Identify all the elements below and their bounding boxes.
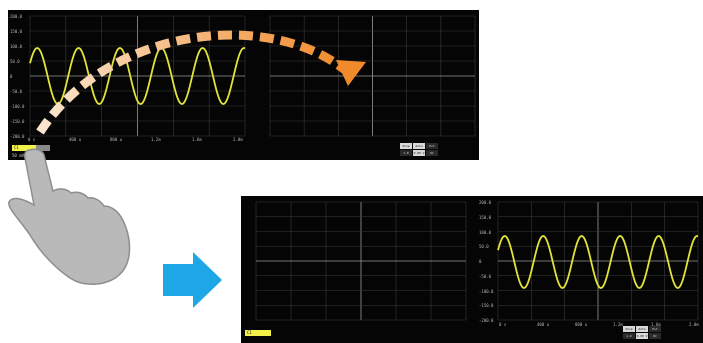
bottom-x-tick-label: 400 u bbox=[537, 322, 550, 327]
right-arrow-icon bbox=[163, 252, 222, 308]
top-x-tick-label: 1.2m bbox=[151, 137, 161, 142]
bottom-y-tick-label: 50.0 bbox=[479, 244, 489, 250]
bottom-x-tick-label: 800 u bbox=[575, 322, 588, 327]
bottom-y-tick-label: -150.0 bbox=[479, 303, 494, 309]
channel-badge-c2[interactable] bbox=[36, 145, 50, 151]
bottom-y-tick-label: -200.0 bbox=[479, 318, 494, 323]
top-y-tick-label: 0 bbox=[10, 74, 13, 79]
top-x-tick-label: 2.0m bbox=[233, 137, 243, 142]
top-x-tick-label: 800 u bbox=[110, 137, 123, 142]
top-y-tick-label: 200.0 bbox=[10, 14, 23, 19]
channel-badge-c1[interactable]: C1 bbox=[245, 330, 271, 336]
status-cell[interactable]: Ext bbox=[649, 326, 661, 332]
status-cell[interactable]: 0.00 V bbox=[413, 150, 425, 156]
pointing-hand-icon[interactable] bbox=[8, 148, 131, 285]
status-cell[interactable]: Auto bbox=[413, 143, 425, 149]
status-cell[interactable]: Stop bbox=[623, 326, 635, 332]
scope-screen-after[interactable]: 200.0 150.0 100.0 50.0 0 -50.0 -100.0 -150.0 -20… bbox=[241, 196, 703, 343]
channel-scale-info: 50 mV bbox=[12, 153, 24, 158]
status-cell[interactable]: 0.00 V bbox=[636, 333, 648, 339]
bottom-y-tick-label: -100.0 bbox=[479, 288, 494, 294]
top-sine-waveform bbox=[29, 47, 246, 105]
top-x-tick-label: 400 u bbox=[69, 137, 82, 142]
top-y-tick-label: -150.0 bbox=[10, 119, 25, 124]
bottom-y-tick-label: -50.0 bbox=[479, 273, 492, 279]
top-waveform-area bbox=[29, 15, 476, 137]
bottom-x-tick-label: 2.0m bbox=[689, 322, 699, 327]
status-panel[interactable]: Stop Auto Ext 1.0 MHz 0.00 V DC bbox=[400, 143, 438, 156]
status-panel[interactable]: Stop Auto Ext 1.0 MHz 0.00 V DC bbox=[623, 326, 661, 339]
status-cell[interactable]: Auto bbox=[636, 326, 648, 332]
bottom-y-tick-label: 150.0 bbox=[479, 214, 492, 220]
status-cell[interactable]: DC bbox=[426, 150, 438, 156]
bottom-y-tick-label: 0 bbox=[479, 259, 482, 264]
bottom-x-tick-label: 1.6m bbox=[651, 322, 661, 327]
top-y-tick-label: -100.0 bbox=[10, 104, 25, 109]
bottom-y-tick-label: 200.0 bbox=[479, 200, 492, 205]
status-cell[interactable]: 1.0 MHz bbox=[623, 333, 635, 339]
top-x-tick-label: 0 s bbox=[28, 137, 36, 142]
bottom-waveform-area bbox=[255, 201, 699, 321]
channel-badge-c1[interactable]: C1 bbox=[12, 145, 38, 151]
top-x-tick-label: 1.6m bbox=[192, 137, 202, 142]
top-y-tick-label: -200.0 bbox=[10, 134, 25, 139]
status-cell[interactable]: Ext bbox=[426, 143, 438, 149]
bottom-x-tick-label: 0 s bbox=[499, 322, 507, 327]
top-y-tick-label: 100.0 bbox=[10, 44, 23, 49]
bottom-sine-waveform bbox=[497, 235, 699, 289]
volts-per-div: 50 mV bbox=[12, 153, 25, 158]
top-y-tick-label: 50.0 bbox=[10, 59, 20, 64]
top-y-tick-label: 150.0 bbox=[10, 29, 23, 34]
bottom-y-tick-label: 100.0 bbox=[479, 229, 492, 235]
status-cell[interactable]: 1.0 MHz bbox=[400, 150, 412, 156]
top-y-tick-label: -50.0 bbox=[10, 89, 23, 94]
curved-dashed-arrow-icon bbox=[36, 30, 366, 135]
status-cell[interactable]: DC bbox=[649, 333, 661, 339]
status-cell[interactable]: Stop bbox=[400, 143, 412, 149]
bottom-x-tick-label: 1.2m bbox=[613, 322, 623, 327]
